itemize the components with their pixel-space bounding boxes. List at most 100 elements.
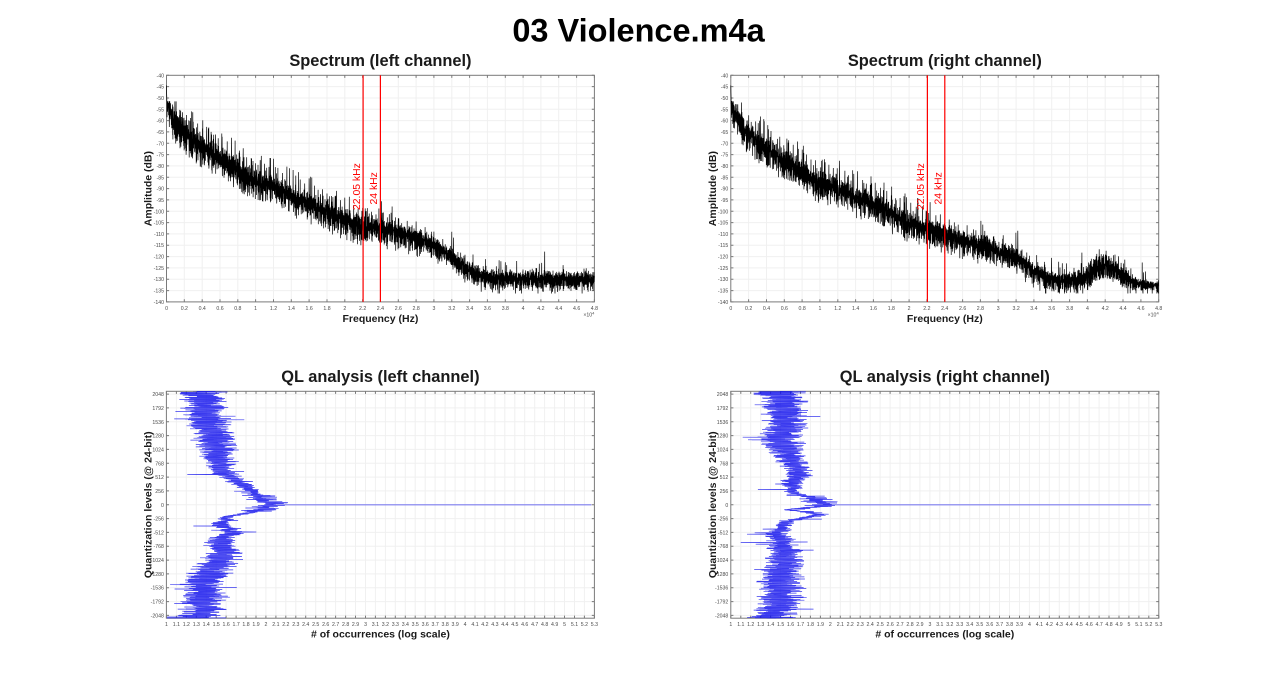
svg-text:512: 512	[155, 475, 164, 481]
svg-text:-60: -60	[721, 119, 729, 125]
svg-text:-60: -60	[157, 119, 165, 125]
svg-text:-2048: -2048	[151, 613, 164, 619]
svg-text:1.2: 1.2	[183, 622, 190, 628]
svg-text:0.8: 0.8	[798, 306, 805, 312]
svg-text:-85: -85	[157, 175, 165, 181]
svg-text:3.4: 3.4	[466, 306, 473, 312]
svg-text:5.1: 5.1	[1135, 622, 1142, 628]
svg-text:1536: 1536	[152, 420, 164, 426]
svg-text:-1280: -1280	[151, 572, 164, 578]
svg-text:22.05 kHz: 22.05 kHz	[352, 163, 363, 210]
svg-text:2.4: 2.4	[377, 306, 384, 312]
svg-text:4.8: 4.8	[541, 622, 548, 628]
svg-text:256: 256	[720, 489, 729, 495]
svg-text:2.6: 2.6	[395, 306, 402, 312]
svg-text:4.9: 4.9	[551, 622, 558, 628]
svg-text:2.4: 2.4	[866, 622, 873, 628]
svg-text:22.05 kHz: 22.05 kHz	[916, 163, 927, 210]
svg-text:3.5: 3.5	[412, 622, 419, 628]
svg-text:3.2: 3.2	[946, 622, 953, 628]
svg-text:24 kHz: 24 kHz	[369, 172, 380, 204]
svg-text:-115: -115	[718, 243, 728, 249]
svg-text:2.8: 2.8	[342, 622, 349, 628]
svg-text:-90: -90	[721, 187, 729, 193]
svg-text:2.8: 2.8	[977, 306, 984, 312]
svg-text:4.2: 4.2	[537, 306, 544, 312]
svg-text:4.8: 4.8	[591, 306, 598, 312]
svg-text:-110: -110	[154, 232, 164, 238]
svg-text:1.7: 1.7	[797, 622, 804, 628]
svg-text:-90: -90	[157, 187, 165, 193]
svg-text:-120: -120	[154, 255, 164, 261]
svg-text:1792: 1792	[152, 406, 164, 412]
svg-text:3.7: 3.7	[431, 622, 438, 628]
svg-text:4.7: 4.7	[1095, 622, 1102, 628]
svg-text:2048: 2048	[152, 392, 164, 398]
svg-text:1.5: 1.5	[777, 622, 784, 628]
svg-text:2.6: 2.6	[322, 622, 329, 628]
svg-text:1: 1	[165, 622, 168, 628]
svg-text:2.5: 2.5	[312, 622, 319, 628]
svg-text:4: 4	[1086, 306, 1089, 312]
svg-text:×104: ×104	[583, 310, 595, 318]
svg-text:3.8: 3.8	[441, 622, 448, 628]
svg-text:-768: -768	[154, 544, 164, 550]
svg-text:1.9: 1.9	[252, 622, 259, 628]
svg-text:QL analysis (left channel): QL analysis (left channel)	[281, 368, 479, 386]
svg-text:3.9: 3.9	[1016, 622, 1023, 628]
svg-text:3.5: 3.5	[976, 622, 983, 628]
svg-text:-50: -50	[157, 96, 165, 102]
svg-text:-80: -80	[157, 164, 165, 170]
svg-text:2.8: 2.8	[906, 622, 913, 628]
svg-text:-2048: -2048	[715, 613, 728, 619]
svg-text:1.3: 1.3	[757, 622, 764, 628]
svg-text:0.2: 0.2	[745, 306, 752, 312]
svg-text:1.9: 1.9	[817, 622, 824, 628]
svg-text:-512: -512	[718, 530, 728, 536]
svg-text:5.2: 5.2	[581, 622, 588, 628]
svg-text:5: 5	[563, 622, 566, 628]
svg-text:0: 0	[161, 503, 164, 509]
svg-text:2.6: 2.6	[886, 622, 893, 628]
svg-text:-110: -110	[718, 232, 728, 238]
svg-text:3.1: 3.1	[372, 622, 379, 628]
svg-text:-130: -130	[154, 277, 164, 283]
svg-text:-1024: -1024	[715, 558, 728, 564]
svg-text:2.6: 2.6	[959, 306, 966, 312]
svg-text:4.9: 4.9	[1115, 622, 1122, 628]
svg-text:3.4: 3.4	[1030, 306, 1037, 312]
svg-text:-80: -80	[721, 164, 729, 170]
svg-text:0: 0	[729, 306, 732, 312]
svg-text:-256: -256	[718, 517, 728, 523]
svg-text:2.1: 2.1	[272, 622, 279, 628]
svg-text:-135: -135	[718, 289, 728, 295]
svg-text:24 kHz: 24 kHz	[934, 172, 945, 204]
svg-text:4.4: 4.4	[1066, 622, 1073, 628]
svg-text:3.4: 3.4	[402, 622, 409, 628]
svg-text:Spectrum (left channel): Spectrum (left channel)	[289, 52, 471, 70]
svg-text:-75: -75	[721, 153, 729, 159]
svg-text:4: 4	[1028, 622, 1031, 628]
svg-text:1.8: 1.8	[242, 622, 249, 628]
svg-text:1280: 1280	[717, 434, 729, 440]
svg-text:1: 1	[254, 306, 257, 312]
svg-text:4.8: 4.8	[1105, 622, 1112, 628]
svg-text:1: 1	[729, 622, 732, 628]
svg-text:-100: -100	[154, 209, 164, 215]
svg-text:3.1: 3.1	[936, 622, 943, 628]
svg-text:3: 3	[928, 622, 931, 628]
svg-text:3.2: 3.2	[382, 622, 389, 628]
svg-text:2: 2	[829, 622, 832, 628]
svg-text:1.4: 1.4	[852, 306, 859, 312]
svg-text:3: 3	[364, 622, 367, 628]
svg-text:1.4: 1.4	[203, 622, 210, 628]
svg-text:2.3: 2.3	[857, 622, 864, 628]
svg-text:-100: -100	[718, 209, 728, 215]
svg-text:2: 2	[908, 306, 911, 312]
svg-text:1.4: 1.4	[288, 306, 295, 312]
svg-text:-1024: -1024	[151, 558, 164, 564]
svg-text:4.2: 4.2	[1102, 306, 1109, 312]
svg-text:4.1: 4.1	[1036, 622, 1043, 628]
svg-text:2.1: 2.1	[837, 622, 844, 628]
svg-text:2.3: 2.3	[292, 622, 299, 628]
